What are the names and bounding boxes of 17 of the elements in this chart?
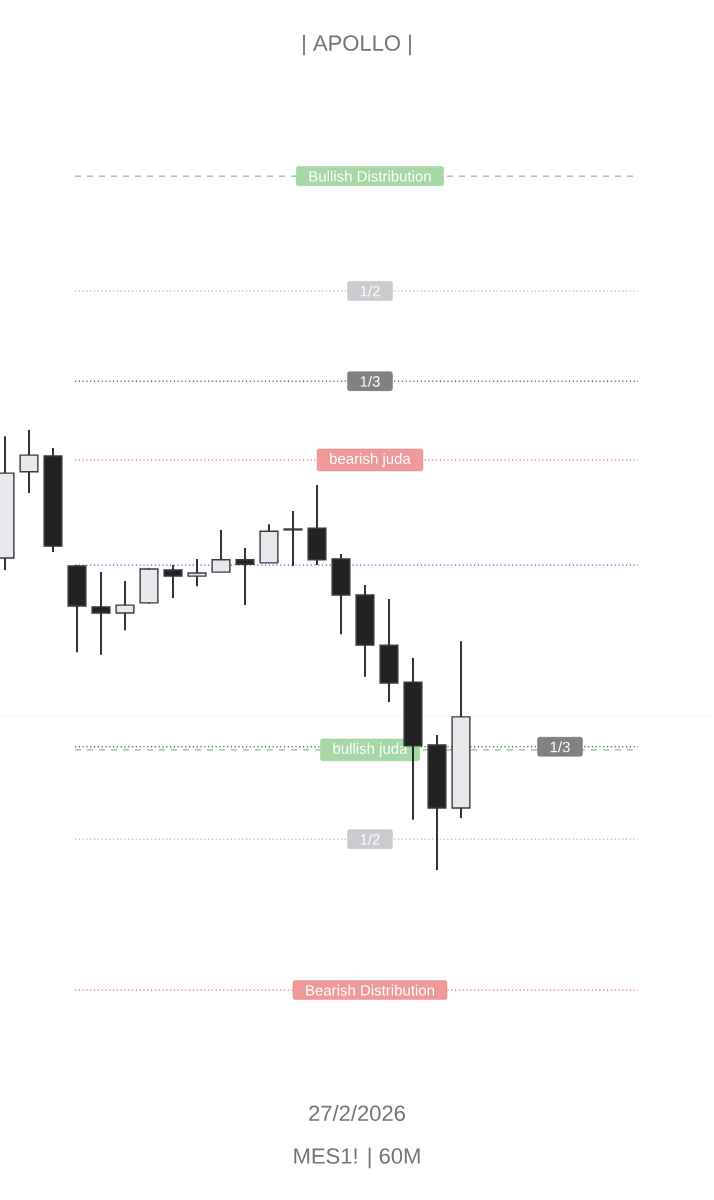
candlestick [283,510,303,567]
candlestick [19,429,39,494]
candlestick [235,547,255,606]
ref-line-label: bullish juda [333,742,408,757]
candlestick [211,529,231,573]
ref-line-label: bearish juda [330,452,411,467]
candlestick [91,571,111,656]
candlestick [187,558,207,587]
text: 27/2/2026 [309,1104,405,1122]
ref-line-label: Bullish Distribution [309,170,431,182]
candlestick [163,564,183,599]
annotation: 1/3 [360,375,380,387]
chart-title: | APOLLO | [303,34,411,56]
text: MES1! | 60M [294,1147,420,1169]
ref-line-label: Bearish Distribution [306,984,435,996]
annotation: 1/3 [550,741,570,753]
candlestick [115,580,135,631]
